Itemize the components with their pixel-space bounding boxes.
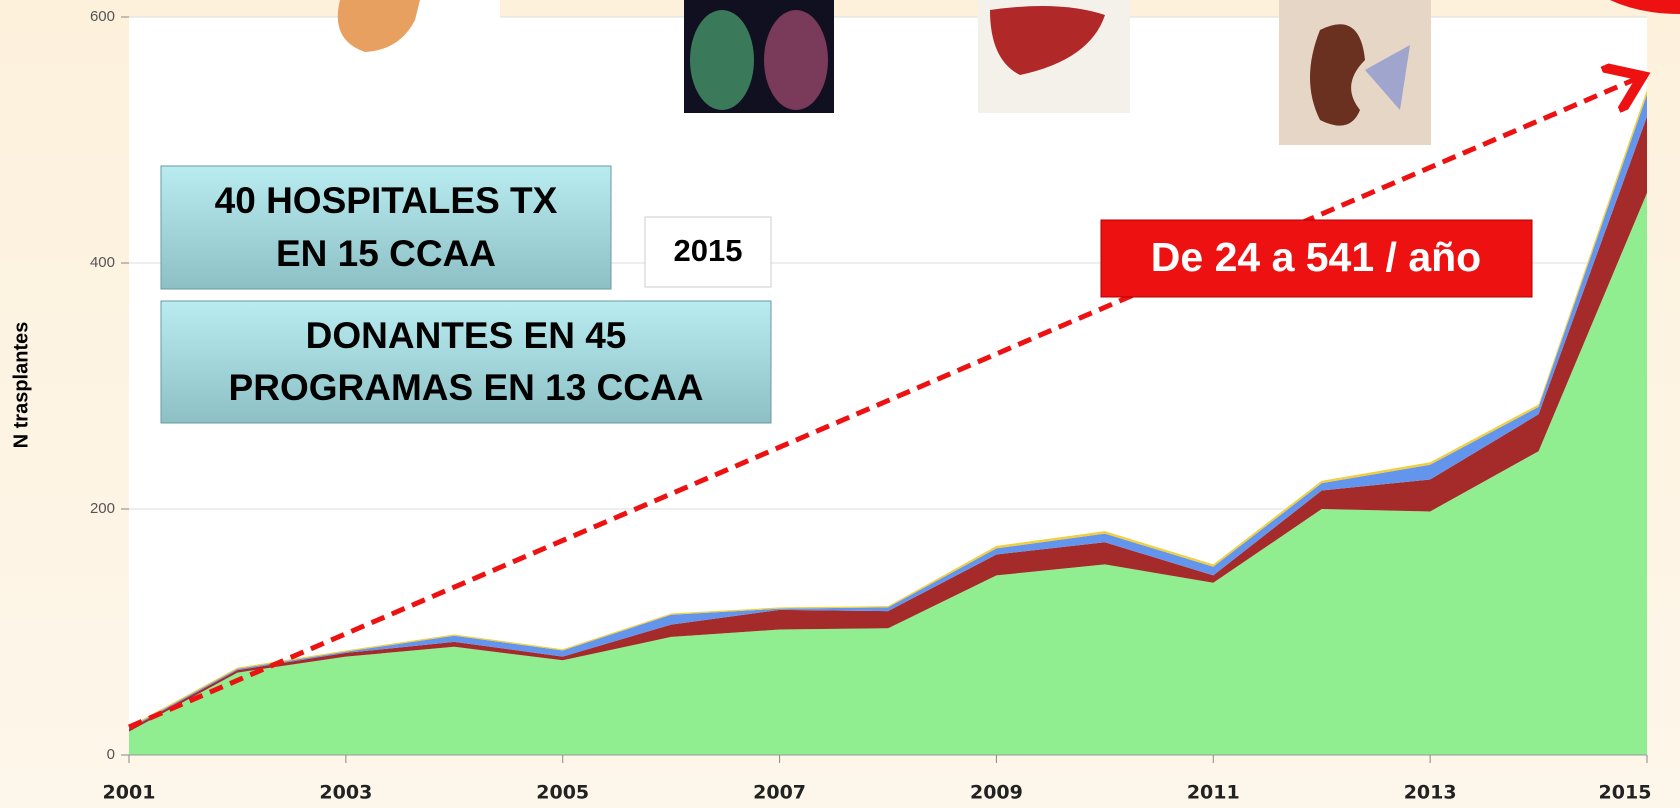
y-tick-label: 0 (107, 746, 115, 763)
annotation-line: DONANTES EN 45 (306, 315, 627, 356)
x-tick-label: 2009 (970, 782, 1023, 804)
annotation-line: De 24 a 541 / año (1151, 234, 1481, 280)
hospitals-box (160, 165, 612, 290)
x-tick-label: 2013 (1404, 782, 1457, 804)
y-tick-label: 200 (90, 500, 115, 517)
x-tick-label: 2001 (103, 782, 156, 804)
kidney (1310, 24, 1365, 126)
growth-box (1100, 219, 1533, 298)
y-tick-label: 600 (90, 8, 115, 25)
area (129, 192, 1647, 755)
annotation-line: PROGRAMAS EN 13 CCAA (229, 367, 704, 408)
x-tick-label: 2011 (1187, 782, 1240, 804)
y-tick-label: 400 (90, 254, 115, 271)
vessels (1365, 45, 1410, 110)
annotation-box: DONANTES EN 45 PROGRAMAS EN 13 CCAA (160, 300, 772, 424)
pancreas (337, 0, 420, 52)
year-box (644, 216, 772, 288)
annotation-line: 40 HOSPITALES TX (215, 180, 558, 221)
x-tick-label: 2015 (1599, 782, 1652, 804)
annotation-box: 2015 (644, 216, 772, 288)
annotation-box: De 24 a 541 / año (1100, 219, 1533, 298)
annotation-box: 40 HOSPITALES TX EN 15 CCAA (160, 165, 612, 290)
annotation-line: EN 15 CCAA (276, 233, 496, 274)
trend-arrow (128, 78, 1638, 730)
corner-badge (1610, 0, 1680, 14)
liver (990, 6, 1105, 75)
x-tick-label: 2003 (319, 782, 372, 804)
y-axis-label: N trasplantes (10, 322, 32, 449)
annotation-line: 2015 (674, 233, 743, 268)
donors-box (160, 300, 772, 424)
organ-images (337, 0, 1680, 145)
lung-left (690, 10, 754, 110)
x-tick-label: 2007 (753, 782, 806, 804)
lung-right (764, 10, 828, 110)
x-tick-label: 2005 (536, 782, 589, 804)
